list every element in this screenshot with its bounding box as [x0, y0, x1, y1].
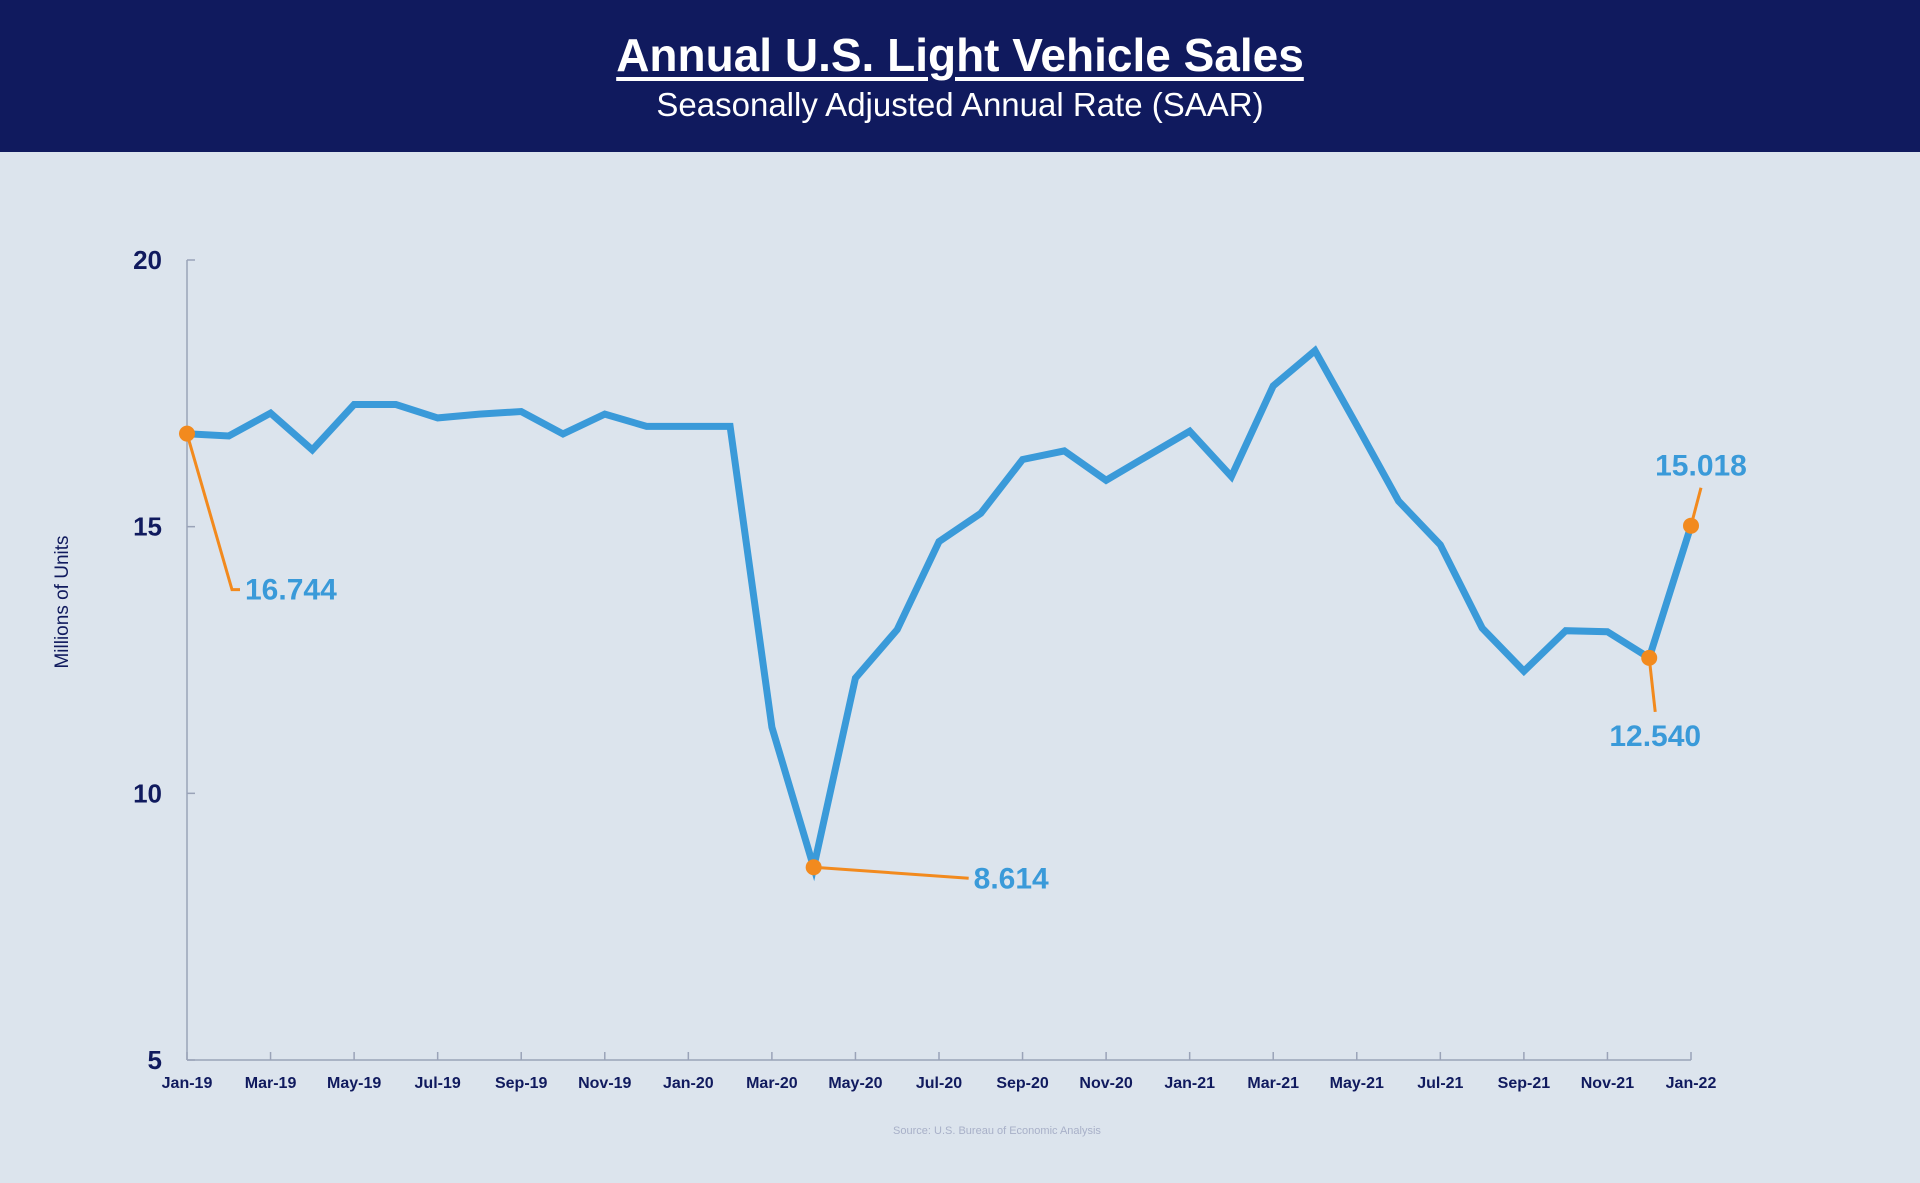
annotation-marker — [179, 425, 195, 442]
x-tick-label: Jul-20 — [916, 1075, 962, 1092]
annotation-marker — [1641, 649, 1658, 666]
annotation-leader — [1647, 657, 1657, 713]
x-tick-label: Jan-21 — [1164, 1075, 1215, 1092]
x-tick-label: Nov-21 — [1581, 1075, 1634, 1092]
x-tick-label: Sep-21 — [1498, 1075, 1551, 1092]
annotation-label: 8.614 — [974, 862, 1049, 895]
x-tick-label: Jan-20 — [663, 1075, 714, 1092]
x-tick-label: Sep-19 — [495, 1075, 548, 1092]
chart-title: Annual U.S. Light Vehicle Sales — [616, 29, 1304, 81]
y-tick-label: 15 — [133, 512, 162, 542]
x-tick-label: Sep-20 — [996, 1075, 1049, 1092]
x-tick-label: Jan-22 — [1666, 1075, 1717, 1092]
chart-subtitle: Seasonally Adjusted Annual Rate (SAAR) — [656, 86, 1264, 123]
x-tick-label: May-19 — [327, 1075, 381, 1092]
y-axis-label: Millions of Units — [52, 535, 73, 668]
annotation-marker — [1683, 517, 1699, 534]
y-tick-label: 20 — [133, 245, 162, 275]
x-tick-label: Jan-19 — [162, 1075, 213, 1092]
source-note: Source: U.S. Bureau of Economic Analysis — [893, 1125, 1101, 1137]
x-tick-label: May-21 — [1330, 1075, 1384, 1092]
x-tick-label: Mar-20 — [746, 1075, 798, 1092]
annotation-leader — [813, 865, 969, 880]
x-tick-label: Nov-20 — [1079, 1075, 1132, 1092]
header-banner: Annual U.S. Light Vehicle Sales Seasonal… — [0, 0, 1920, 152]
x-tick-label: Nov-19 — [578, 1075, 631, 1092]
x-tick-label: May-20 — [828, 1075, 882, 1092]
y-tick-label: 5 — [148, 1045, 162, 1075]
annotation-leader — [185, 433, 240, 592]
annotation-label: 15.018 — [1655, 450, 1747, 483]
annotation-marker — [805, 859, 822, 876]
annotation-label: 12.540 — [1609, 720, 1701, 753]
series-line — [186, 345, 1695, 882]
x-tick-label: Jul-19 — [415, 1075, 461, 1092]
x-tick-label: Jul-21 — [1417, 1075, 1463, 1092]
x-tick-label: Mar-19 — [245, 1075, 297, 1092]
x-tick-label: Mar-21 — [1247, 1075, 1299, 1092]
annotation-label: 16.744 — [245, 574, 337, 607]
y-tick-label: 10 — [133, 778, 162, 808]
